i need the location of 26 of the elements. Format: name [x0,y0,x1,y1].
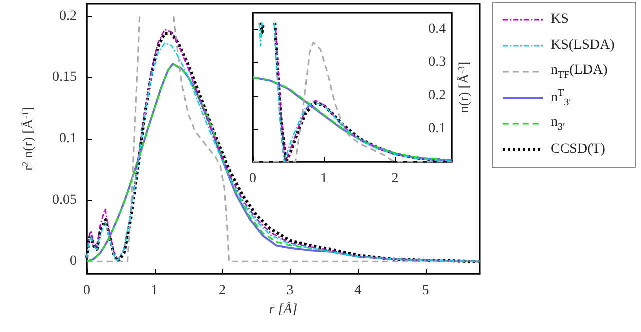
legend-label: n$_{TF}$(LDA) [551,63,608,81]
x-tick-label: 1 [151,284,158,298]
y-axis-title: r2 n(r) [Å-1] [20,106,36,172]
x-tick-label: 2 [392,172,399,186]
x-tick-label: 4 [354,284,362,298]
y-tick-label: 0 [70,254,77,270]
x-tick-label: 5 [422,284,430,298]
legend-label: KS(LSDA) [551,38,615,54]
legend-label: KS [551,12,569,28]
x-tick-label: 2 [219,284,226,298]
y-tick-label: 0.15 [52,70,77,86]
y-tick-label: 0.1 [60,132,77,146]
y-tick-label: 0.4 [428,22,446,38]
y-tick-label: 0.2 [60,8,77,24]
x-tick-label: 0 [250,172,256,186]
legend-label: n$_{3′}$ [551,115,566,133]
y-tick-label: 0.05 [52,192,77,208]
x-tick-label: 0 [84,284,90,298]
x-tick-label: 3 [286,284,294,298]
legend-label: CCSD(T) [551,142,606,158]
y-tick-label: 0.2 [428,88,446,104]
y-axis-title: n(r) [Å-3] [456,62,472,114]
x-tick-label: 1 [320,172,328,186]
y-tick-label: 0.3 [428,55,446,70]
y-tick-label: 0.1 [428,121,446,136]
x-axis-title: r [Å] [269,301,298,318]
